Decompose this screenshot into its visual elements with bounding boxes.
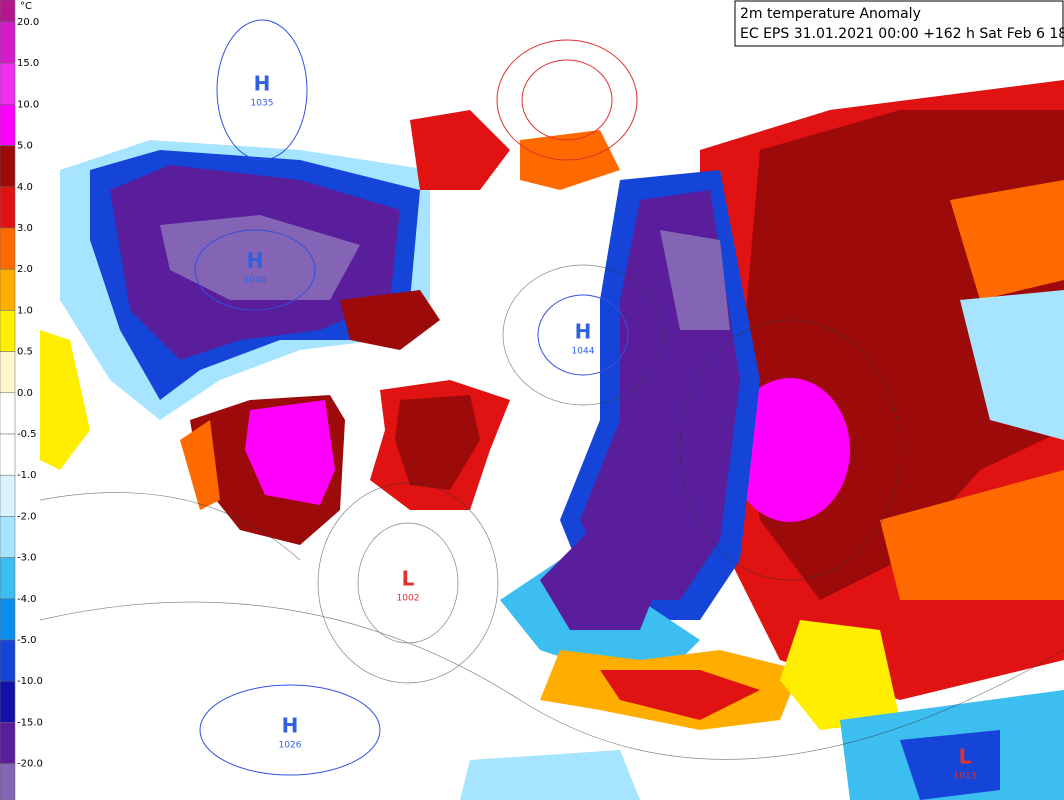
legend-label: -10.0 bbox=[17, 676, 43, 687]
pressure-letter: L bbox=[402, 567, 415, 591]
legend-swatch bbox=[0, 351, 16, 394]
legend-label: -2.0 bbox=[17, 511, 37, 522]
legend-swatch bbox=[0, 104, 16, 146]
legend-swatch bbox=[0, 21, 16, 64]
legend-label: 0.0 bbox=[17, 388, 33, 399]
legend-label: -5.0 bbox=[17, 635, 37, 646]
legend-swatch bbox=[0, 268, 16, 311]
pressure-value: 1026 bbox=[279, 741, 302, 751]
pressure-letter: H bbox=[575, 320, 592, 344]
legend-label: 20.0 bbox=[17, 17, 39, 28]
legend-swatch bbox=[0, 145, 16, 188]
title: 2m temperature Anomaly bbox=[740, 6, 921, 22]
legend-label: -0.5 bbox=[17, 429, 37, 440]
pressure-letter: L bbox=[959, 745, 972, 769]
legend-label: 5.0 bbox=[17, 141, 33, 152]
pressure-letter: H bbox=[254, 72, 271, 96]
legend: °C 20.0 15.0 10.0 5.0 4.0 3.0 2.0 1.0 0.5 0.0 -0.5 -… bbox=[0, 0, 43, 800]
legend-swatch bbox=[0, 557, 16, 600]
legend-swatch bbox=[0, 598, 16, 641]
legend-label: -1.0 bbox=[17, 470, 37, 481]
legend-label: -15.0 bbox=[17, 717, 43, 728]
legend-swatch bbox=[0, 433, 16, 476]
title-box bbox=[734, 0, 1064, 47]
legend-swatch bbox=[0, 310, 16, 352]
pressure-letter: H bbox=[282, 714, 299, 738]
legend-label: 2.0 bbox=[17, 264, 33, 275]
legend-swatch bbox=[0, 0, 16, 23]
pressure-value: 1002 bbox=[397, 594, 420, 604]
pressure-value: 1040 bbox=[244, 276, 267, 286]
legend-label: -20.0 bbox=[17, 759, 43, 770]
legend-label: 10.0 bbox=[17, 99, 39, 110]
legend-label: 4.0 bbox=[17, 182, 33, 193]
legend-swatch bbox=[0, 516, 16, 558]
legend-swatch bbox=[0, 680, 16, 723]
map-area bbox=[39, 0, 1064, 800]
legend-swatch bbox=[0, 392, 16, 435]
legend-label: -4.0 bbox=[17, 594, 37, 605]
legend-label: -3.0 bbox=[17, 553, 37, 564]
legend-swatch bbox=[0, 722, 16, 764]
legend-unit: °C bbox=[20, 1, 32, 12]
legend-swatch bbox=[0, 227, 16, 270]
pressure-letter: H bbox=[247, 249, 264, 273]
pressure-value: 1035 bbox=[251, 99, 274, 109]
legend-label: 3.0 bbox=[17, 223, 33, 234]
subtitle: EC EPS 31.01.2021 00:00 +162 h Sat Feb 6… bbox=[740, 26, 1064, 42]
legend-swatch bbox=[0, 639, 16, 682]
legend-swatch bbox=[0, 763, 16, 800]
legend-label: 0.5 bbox=[17, 347, 33, 358]
legend-label: 1.0 bbox=[17, 305, 33, 316]
pressure-value: 1013 bbox=[954, 772, 977, 782]
legend-swatch bbox=[0, 474, 16, 517]
legend-swatch bbox=[0, 62, 16, 105]
pressure-centers: H 1035 H 1040 H 1044 L 1002 H 1026 L 1013 bbox=[244, 72, 977, 782]
legend-swatch bbox=[0, 186, 16, 229]
pressure-value: 1044 bbox=[572, 347, 595, 357]
legend-label: 15.0 bbox=[17, 58, 39, 69]
